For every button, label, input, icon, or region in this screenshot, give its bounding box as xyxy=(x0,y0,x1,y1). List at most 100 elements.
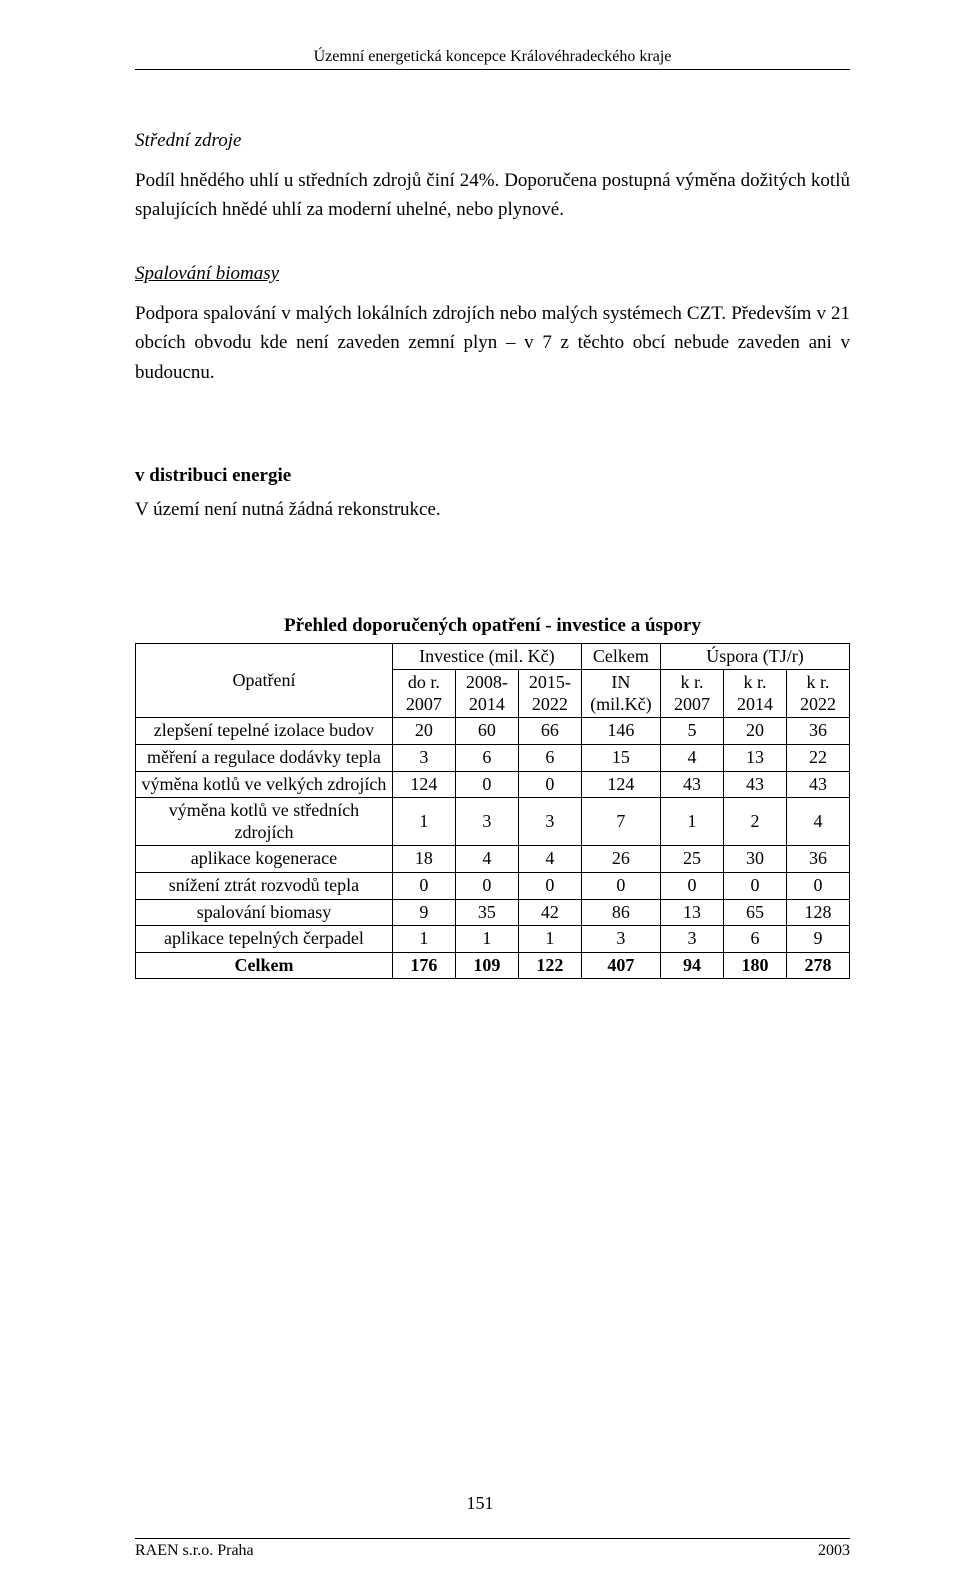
cell: 36 xyxy=(786,846,849,873)
cell: 30 xyxy=(724,846,787,873)
cell: 13 xyxy=(661,899,724,926)
line-distribuce-energie: V území není nutná žádná rekonstrukce. xyxy=(135,495,850,524)
cell: 0 xyxy=(724,872,787,899)
cell: 124 xyxy=(392,771,455,798)
cell: 36 xyxy=(786,718,849,745)
th-kr-2022: k r. 2022 xyxy=(786,670,849,718)
cell: 1 xyxy=(518,926,581,953)
cell: 65 xyxy=(724,899,787,926)
page-footer: RAEN s.r.o. Praha 2003 xyxy=(135,1538,850,1560)
cell: 0 xyxy=(518,771,581,798)
cell: 94 xyxy=(661,952,724,979)
th-in-milkc: IN (mil.Kč) xyxy=(581,670,660,718)
table-total-row: Celkem17610912240794180278 xyxy=(136,952,850,979)
paragraph-spalovani-biomasy: Podpora spalování v malých lokálních zdr… xyxy=(135,299,850,387)
cell: 146 xyxy=(581,718,660,745)
cell: 43 xyxy=(724,771,787,798)
cell: 43 xyxy=(661,771,724,798)
cell: 128 xyxy=(786,899,849,926)
cell: 18 xyxy=(392,846,455,873)
cell: 9 xyxy=(392,899,455,926)
cell: 3 xyxy=(518,798,581,846)
th-uspora: Úspora (TJ/r) xyxy=(661,643,850,670)
cell: 6 xyxy=(455,745,518,772)
cell: 35 xyxy=(455,899,518,926)
cell: 13 xyxy=(724,745,787,772)
th-investice: Investice (mil. Kč) xyxy=(392,643,581,670)
heading-spalovani-biomasy: Spalování biomasy xyxy=(135,263,850,285)
cell: 25 xyxy=(661,846,724,873)
table-row: aplikace tepelných čerpadel1113369 xyxy=(136,926,850,953)
cell: 180 xyxy=(724,952,787,979)
footer-left: RAEN s.r.o. Praha xyxy=(135,1542,254,1560)
cell: 7 xyxy=(581,798,660,846)
measures-table: Opatření Investice (mil. Kč) Celkem Úspo… xyxy=(135,643,850,980)
cell: 124 xyxy=(581,771,660,798)
cell: 3 xyxy=(661,926,724,953)
document-header: Územní energetická koncepce Královéhrade… xyxy=(135,48,850,70)
cell: 22 xyxy=(786,745,849,772)
cell: 15 xyxy=(581,745,660,772)
cell: 2 xyxy=(724,798,787,846)
table-row: aplikace kogenerace184426253036 xyxy=(136,846,850,873)
cell: 0 xyxy=(455,872,518,899)
section-spalovani-biomasy: Spalování biomasy Podpora spalování v ma… xyxy=(135,263,850,387)
cell: 9 xyxy=(786,926,849,953)
table-title: Přehled doporučených opatření - investic… xyxy=(135,615,850,637)
cell: 0 xyxy=(518,872,581,899)
cell: 1 xyxy=(392,798,455,846)
page: Územní energetická koncepce Královéhrade… xyxy=(0,0,960,1584)
table-body: zlepšení tepelné izolace budov2060661465… xyxy=(136,718,850,979)
row-label: aplikace tepelných čerpadel xyxy=(136,926,393,953)
table-head: Opatření Investice (mil. Kč) Celkem Úspo… xyxy=(136,643,850,718)
cell: 42 xyxy=(518,899,581,926)
footer-right: 2003 xyxy=(818,1542,850,1560)
cell: 3 xyxy=(581,926,660,953)
cell: 1 xyxy=(455,926,518,953)
cell: 1 xyxy=(392,926,455,953)
cell: 4 xyxy=(455,846,518,873)
cell: 3 xyxy=(392,745,455,772)
row-label: měření a regulace dodávky tepla xyxy=(136,745,393,772)
cell: 3 xyxy=(455,798,518,846)
th-kr-2014: k r. 2014 xyxy=(724,670,787,718)
cell: 6 xyxy=(724,926,787,953)
cell: 5 xyxy=(661,718,724,745)
cell: 86 xyxy=(581,899,660,926)
cell: 66 xyxy=(518,718,581,745)
page-number: 151 xyxy=(0,1493,960,1514)
cell: 6 xyxy=(518,745,581,772)
cell: 1 xyxy=(661,798,724,846)
row-label: výměna kotlů ve středních zdrojích xyxy=(136,798,393,846)
cell: 278 xyxy=(786,952,849,979)
row-label: aplikace kogenerace xyxy=(136,846,393,873)
row-label: výměna kotlů ve velkých zdrojích xyxy=(136,771,393,798)
cell: 43 xyxy=(786,771,849,798)
heading-distribuce-energie: v distribuci energie xyxy=(135,465,850,487)
table-row: měření a regulace dodávky tepla366154132… xyxy=(136,745,850,772)
cell: 0 xyxy=(661,872,724,899)
cell: 407 xyxy=(581,952,660,979)
th-kr-2007: k r. 2007 xyxy=(661,670,724,718)
cell: 0 xyxy=(392,872,455,899)
heading-stredni-zdroje: Střední zdroje xyxy=(135,130,850,152)
row-label: spalování biomasy xyxy=(136,899,393,926)
cell: 176 xyxy=(392,952,455,979)
th-celkem: Celkem xyxy=(581,643,660,670)
table-row: snížení ztrát rozvodů tepla0000000 xyxy=(136,872,850,899)
table-row: výměna kotlů ve středních zdrojích133712… xyxy=(136,798,850,846)
table-row: zlepšení tepelné izolace budov2060661465… xyxy=(136,718,850,745)
section-distribuce-energie: v distribuci energie V území není nutná … xyxy=(135,465,850,524)
th-do-2007: do r. 2007 xyxy=(392,670,455,718)
cell: 20 xyxy=(392,718,455,745)
cell: 4 xyxy=(661,745,724,772)
table-row: spalování biomasy93542861365128 xyxy=(136,899,850,926)
section-stredni-zdroje: Střední zdroje Podíl hnědého uhlí u stře… xyxy=(135,130,850,225)
row-label: snížení ztrát rozvodů tepla xyxy=(136,872,393,899)
cell: 0 xyxy=(455,771,518,798)
paragraph-stredni-zdroje: Podíl hnědého uhlí u středních zdrojů či… xyxy=(135,166,850,225)
cell: 122 xyxy=(518,952,581,979)
cell: 4 xyxy=(518,846,581,873)
th-2008-2014: 2008-2014 xyxy=(455,670,518,718)
cell: 0 xyxy=(786,872,849,899)
